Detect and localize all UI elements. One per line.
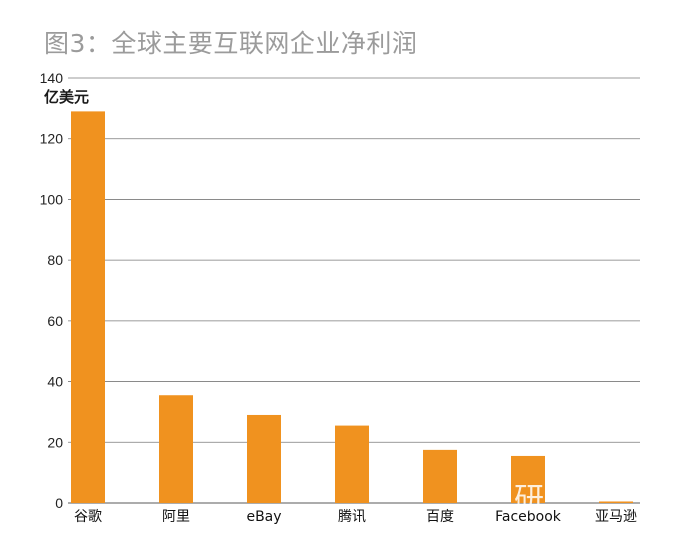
bars — [71, 111, 633, 504]
y-tick-label-140: 140 — [40, 70, 64, 86]
y-tick-label-60: 60 — [47, 313, 63, 329]
chart-title: 图3：全球主要互联网企业净利润 — [44, 29, 418, 58]
y-tick-label-40: 40 — [47, 374, 63, 390]
x-category-label-6: 亚马逊 — [595, 509, 637, 525]
y-tick-label-100: 100 — [40, 191, 64, 207]
bar-3 — [335, 425, 369, 503]
bar-5 — [511, 455, 545, 503]
y-tick-label-80: 80 — [47, 252, 63, 268]
x-axis-labels: 谷歌 阿里 eBay 腾讯 百度 Facebook 亚马逊 — [74, 508, 637, 525]
x-category-label-5: Facebook — [495, 509, 562, 525]
x-category-label-0: 谷歌 — [74, 509, 102, 525]
y-axis-unit-label: 亿美元 — [44, 88, 90, 106]
y-tick-label-120: 120 — [40, 131, 64, 147]
bar-2 — [247, 414, 281, 503]
x-category-label-4: 百度 — [426, 509, 454, 525]
x-category-label-1: 阿里 — [162, 509, 190, 525]
bar-1 — [159, 395, 193, 503]
y-tick-label-0: 0 — [55, 495, 63, 511]
x-category-label-2: eBay — [246, 509, 281, 525]
bar-4 — [423, 449, 457, 503]
y-tick-label-20: 20 — [47, 434, 63, 450]
bar-0 — [71, 111, 105, 504]
x-category-label-3: 腾讯 — [338, 508, 366, 525]
bar-6 — [599, 501, 633, 503]
y-axis-ticks: 0 20 40 60 80 100 120 140 — [40, 70, 64, 511]
